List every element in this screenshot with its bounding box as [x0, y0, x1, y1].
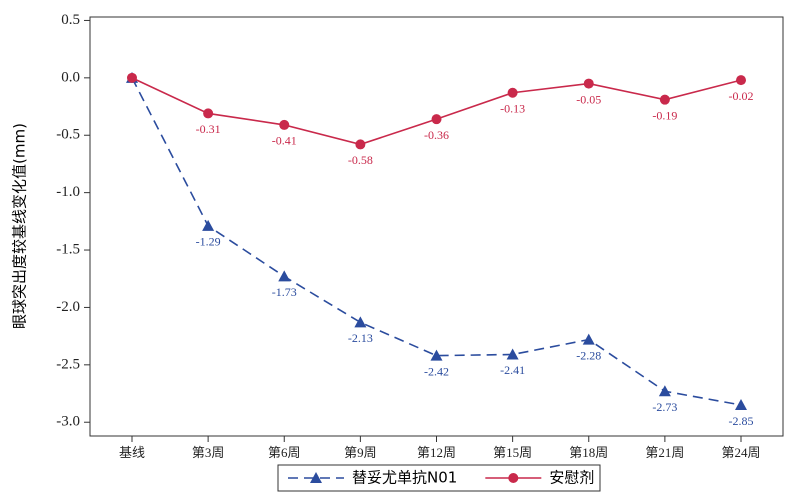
marker: [203, 108, 214, 119]
data-label: -2.42: [424, 364, 449, 378]
data-label: -0.31: [196, 122, 221, 136]
x-tick-label: 第18周: [569, 445, 608, 460]
x-tick-label: 第24周: [721, 445, 760, 460]
y-tick-label: -3.0: [56, 414, 80, 430]
data-label: -0.36: [424, 128, 449, 142]
y-tick-label: -2.5: [56, 356, 80, 372]
marker: [310, 472, 322, 483]
marker: [582, 333, 595, 345]
data-label: -0.58: [348, 153, 373, 167]
legend-label: 安慰剂: [549, 469, 594, 487]
y-tick-label: -2.0: [56, 299, 80, 315]
marker: [278, 270, 291, 282]
data-label: -0.02: [729, 89, 754, 103]
marker: [658, 385, 671, 397]
data-label: -0.13: [500, 102, 525, 116]
marker: [507, 87, 518, 98]
marker: [127, 72, 137, 83]
data-label: -2.85: [729, 414, 754, 428]
data-label: -0.41: [272, 134, 297, 148]
data-label: -1.73: [272, 285, 297, 299]
legend-label: 替妥尤单抗N01: [352, 469, 457, 487]
y-tick-label: -1.5: [56, 241, 80, 257]
x-tick-label: 第12周: [417, 445, 456, 460]
x-tick-label: 第15周: [493, 445, 532, 460]
marker: [354, 316, 367, 328]
data-label: -2.73: [652, 400, 677, 414]
x-tick-label: 第3周: [192, 445, 225, 460]
data-label: -2.41: [500, 363, 525, 377]
marker: [583, 78, 594, 89]
marker: [431, 114, 442, 125]
y-axis-label: 眼球突出度较基线变化值(mm): [11, 123, 29, 329]
data-label: -1.29: [196, 235, 221, 249]
legend-frame: [277, 464, 601, 492]
marker: [508, 473, 519, 483]
data-label: -2.28: [576, 348, 601, 362]
data-label: -0.05: [576, 92, 601, 106]
marker: [736, 75, 746, 86]
data-label: -2.13: [348, 331, 373, 345]
marker: [735, 399, 747, 411]
x-tick-label: 基线: [119, 445, 145, 460]
marker: [355, 139, 366, 150]
y-tick-label: 0.0: [61, 69, 80, 85]
y-tick-label: 0.5: [61, 12, 80, 28]
marker: [430, 349, 443, 361]
y-tick-label: -0.5: [56, 127, 80, 143]
x-tick-label: 第9周: [344, 445, 377, 460]
marker: [202, 219, 215, 231]
marker: [659, 94, 670, 105]
x-tick-label: 第21周: [645, 445, 684, 460]
series-line: [131, 77, 742, 406]
marker: [279, 119, 290, 130]
data-label: -0.19: [652, 108, 677, 122]
x-tick-label: 第6周: [268, 445, 301, 460]
marker: [506, 348, 519, 360]
y-tick-label: -1.0: [56, 184, 80, 200]
